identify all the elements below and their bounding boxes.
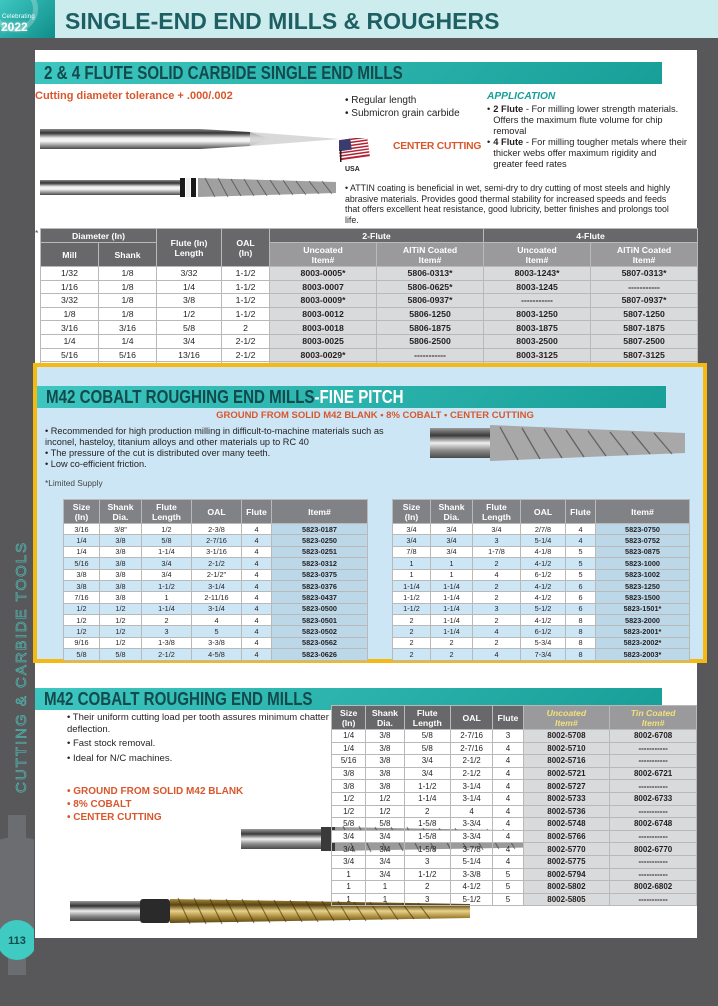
- svg-text:113: 113: [8, 935, 26, 947]
